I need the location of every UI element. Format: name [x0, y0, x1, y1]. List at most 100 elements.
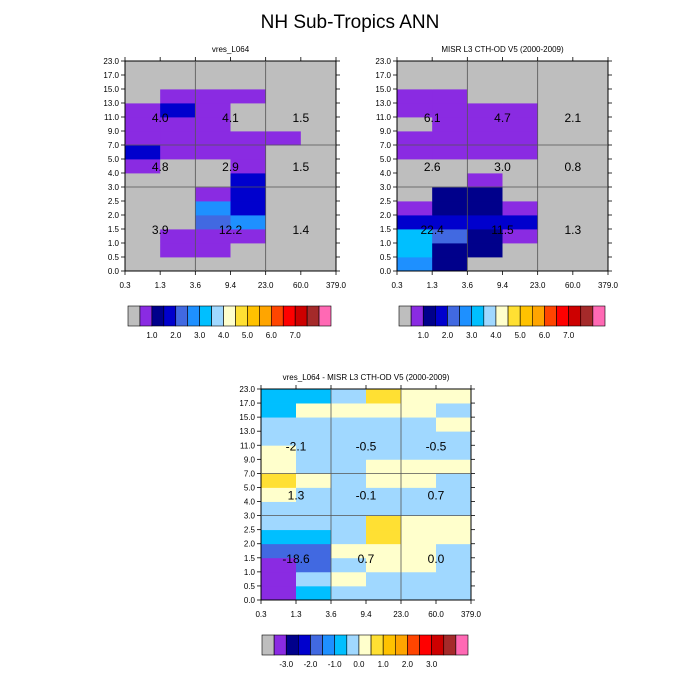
- box-value-label: 1.3: [288, 489, 305, 503]
- box-value-label: 11.5: [491, 223, 514, 237]
- colorbar-label: 3.0: [466, 331, 478, 340]
- heatmap-cell: [195, 173, 231, 188]
- colorbar-swatch: [235, 305, 248, 327]
- y-tick-label: 17.0: [103, 71, 119, 80]
- colorbar-swatch: [435, 305, 448, 327]
- heatmap-cell: [265, 201, 302, 216]
- colorbar-label: 7.0: [563, 331, 575, 340]
- heatmap-cell: [331, 529, 367, 545]
- colorbar-label: -1.0: [328, 660, 342, 669]
- colorbar-swatch: [419, 634, 432, 656]
- colorbar-swatch: [310, 634, 323, 656]
- heatmap-cell: [467, 61, 503, 76]
- heatmap-cell: [537, 187, 574, 202]
- heatmap-cell: [467, 257, 503, 272]
- heatmap-cell: [230, 159, 267, 174]
- heatmap-cell: [230, 103, 267, 118]
- heatmap-panel-2: MISR L3 CTH-OD V5 (2000-2009) 0.3 1.3 3.6 9.…: [375, 45, 618, 290]
- colorbar-label: -3.0: [279, 660, 293, 669]
- colorbar-label: 5.0: [515, 331, 527, 340]
- heatmap-cell: [300, 159, 337, 174]
- y-tick-label: 0.0: [380, 267, 392, 276]
- y-tick-label: 11.0: [376, 113, 392, 122]
- heatmap-cell: [502, 103, 539, 118]
- heatmap-cell: [300, 103, 337, 118]
- panel-title: vres_L064: [212, 45, 250, 54]
- heatmap-cell: [195, 257, 231, 272]
- heatmap-cell: [537, 257, 574, 272]
- box-value-label: -0.5: [426, 439, 447, 453]
- colorbar-swatch: [483, 305, 497, 327]
- heatmap-cell: [300, 257, 337, 272]
- y-tick-label: 0.5: [244, 582, 256, 591]
- heatmap-cell: [502, 243, 539, 258]
- heatmap-cell: [261, 487, 297, 502]
- heatmap-cell: [572, 117, 609, 132]
- heatmap-cell: [160, 187, 196, 202]
- heatmap-cell: [572, 173, 609, 188]
- x-tick-label: 379.0: [326, 281, 347, 290]
- colorbar-2: 1.0 2.0 3.0 4.0 5.0 6.0 7.0: [398, 305, 606, 340]
- heatmap-cell: [296, 417, 332, 432]
- x-tick-label: 3.6: [190, 281, 202, 290]
- heatmap-cell: [537, 229, 574, 244]
- heatmap-cell: [230, 201, 267, 216]
- y-tick-label: 0.0: [244, 596, 256, 605]
- colorbar-label: 2.0: [402, 660, 414, 669]
- heatmap-cell: [397, 215, 433, 230]
- box-value-label: 3.9: [152, 223, 169, 237]
- colorbar-swatch: [270, 305, 284, 327]
- heatmap-cell: [467, 131, 503, 146]
- colorbar-label: 2.0: [170, 331, 182, 340]
- heatmap-cell: [261, 501, 297, 516]
- colorbar-swatch: [306, 305, 320, 327]
- heatmap-cell: [366, 585, 402, 601]
- heatmap-cell: [300, 243, 337, 258]
- box-value-label: 12.2: [219, 223, 243, 237]
- y-tick-label: 9.0: [244, 455, 256, 464]
- heatmap-cell: [125, 75, 161, 90]
- heatmap-cell: [502, 61, 539, 76]
- colorbar-swatch: [431, 634, 445, 656]
- heatmap-cell: [261, 571, 297, 587]
- heatmap-cell: [230, 229, 267, 244]
- x-tick-label: 3.6: [462, 281, 474, 290]
- heatmap-cell: [160, 145, 196, 160]
- box-value-label: 0.7: [428, 489, 445, 503]
- colorbar-swatch: [223, 305, 236, 327]
- heatmap-cell: [160, 201, 196, 216]
- y-tick-label: 3.0: [244, 512, 256, 521]
- heatmap-cell: [397, 75, 433, 90]
- heatmap-cell: [467, 187, 503, 202]
- heatmap-cell: [502, 131, 539, 146]
- colorbar-swatch: [285, 634, 299, 656]
- colorbar-swatch: [398, 305, 412, 327]
- box-value-label: 2.6: [424, 160, 441, 174]
- y-tick-label: 7.0: [380, 141, 392, 150]
- y-tick-label: 2.5: [244, 526, 256, 535]
- figure-title: NH Sub-Tropics ANN: [261, 12, 440, 33]
- x-tick-label: 9.4: [225, 281, 237, 290]
- heatmap-cell: [265, 159, 302, 174]
- heatmap-cell: [537, 145, 574, 160]
- colorbar-swatch: [556, 305, 569, 327]
- heatmap-cell: [265, 117, 302, 132]
- colorbar-swatch: [318, 305, 332, 327]
- heatmap-cell: [401, 459, 437, 474]
- heatmap-cell: [195, 103, 231, 118]
- heatmap-cell: [265, 257, 302, 272]
- y-tick-label: 7.0: [108, 141, 120, 150]
- box-value-label: 4.1: [222, 111, 239, 125]
- heatmap-cell: [397, 257, 433, 272]
- heatmap-cell: [366, 389, 402, 404]
- heatmap-cell: [195, 215, 231, 230]
- heatmap-cell: [537, 61, 574, 76]
- heatmap-cell: [331, 403, 367, 418]
- box-value-label: -2.1: [286, 439, 307, 453]
- y-tick-label: 1.5: [108, 225, 120, 234]
- heatmap-cell: [261, 585, 297, 601]
- heatmap-cell: [502, 187, 539, 202]
- heatmap-panel-3: vres_L064 - MISR L3 CTH-OD V5 (2000-2009…: [239, 373, 481, 619]
- x-tick-label: 0.3: [255, 610, 267, 619]
- heatmap-cell: [537, 131, 574, 146]
